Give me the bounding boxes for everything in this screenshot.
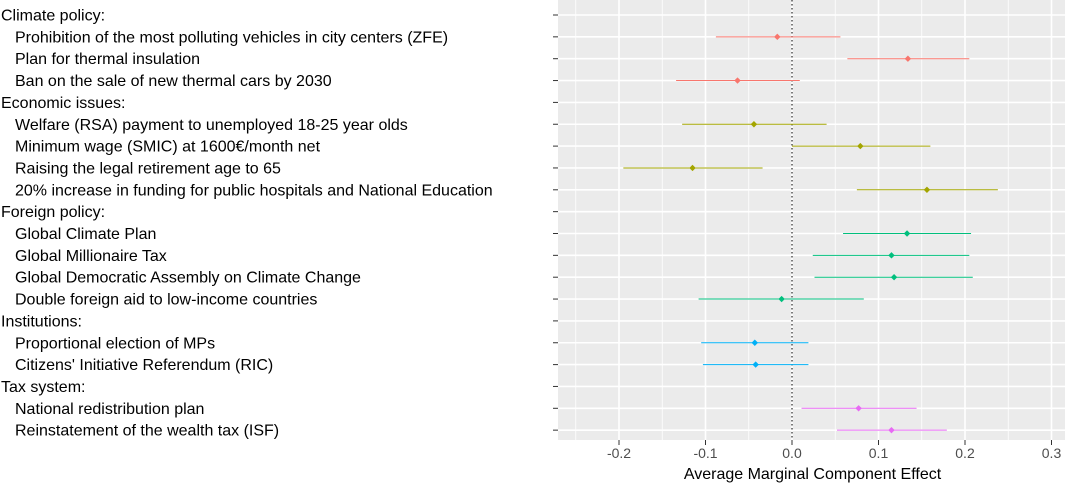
item-label: Global Climate Plan [15, 226, 156, 243]
point-estimate [857, 142, 864, 150]
point-estimate [888, 252, 895, 259]
plot-panel [558, 0, 1065, 440]
item-label: Raising the legal retirement age to 65 [15, 160, 281, 177]
point-estimate [888, 426, 895, 434]
item-label: Double foreign aid to low-income countri… [15, 292, 317, 309]
item-label: Prohibition of the most polluting vehicl… [15, 29, 448, 46]
group-header-label: Climate policy: [1, 8, 105, 25]
group-header-label: Foreign policy: [1, 204, 105, 221]
point-estimate [778, 295, 785, 303]
item-label: 20% increase in funding for public hospi… [15, 182, 493, 199]
x-tick-label: 0.2 [955, 445, 975, 461]
point-estimate [923, 186, 931, 193]
item-label: Ban on the sale of new thermal cars by 2… [15, 73, 332, 90]
point-estimate [904, 55, 912, 62]
point-estimate [751, 339, 759, 346]
item-label: Proportional election of MPs [15, 335, 215, 352]
x-tick-label: -0.2 [607, 445, 631, 461]
x-tick-label: -0.1 [693, 445, 717, 461]
item-label: Citizens' Initiative Referendum (RIC) [15, 357, 273, 374]
x-tick-label: 0.3 [1042, 445, 1062, 461]
point-estimate [750, 121, 758, 128]
point-estimate [774, 33, 781, 41]
item-label: National redistribution plan [15, 401, 204, 418]
x-axis-title: Average Marginal Component Effect [684, 466, 942, 483]
point-estimate [689, 164, 696, 172]
group-header-label: Tax system: [1, 379, 85, 396]
x-tick-label: 0.0 [782, 445, 802, 461]
y-axis-ticks [553, 14, 558, 431]
row-labels: Climate policy: Prohibition of the most p… [1, 8, 493, 440]
item-label: Global Millionaire Tax [15, 248, 167, 265]
data-marks [623, 33, 998, 434]
group-header-label: Economic issues: [1, 95, 126, 112]
point-estimate [734, 77, 741, 84]
group-header-label: Institutions: [1, 313, 82, 330]
point-estimate [752, 361, 759, 368]
item-label: Minimum wage (SMIC) at 1600€/month net [15, 139, 321, 156]
item-label: Reinstatement of the wealth tax (ISF) [15, 423, 279, 440]
x-tick-label: 0.1 [869, 445, 889, 461]
point-estimate [890, 274, 898, 281]
point-estimate [855, 405, 862, 412]
item-label: Welfare (RSA) payment to unemployed 18-2… [15, 117, 408, 134]
point-estimate [903, 230, 911, 237]
x-axis: -0.2 -0.1 0.0 0.1 0.2 0.3 [607, 440, 1062, 461]
item-label: Plan for thermal insulation [15, 51, 200, 68]
item-label: Global Democratic Assembly on Climate Ch… [15, 270, 361, 287]
